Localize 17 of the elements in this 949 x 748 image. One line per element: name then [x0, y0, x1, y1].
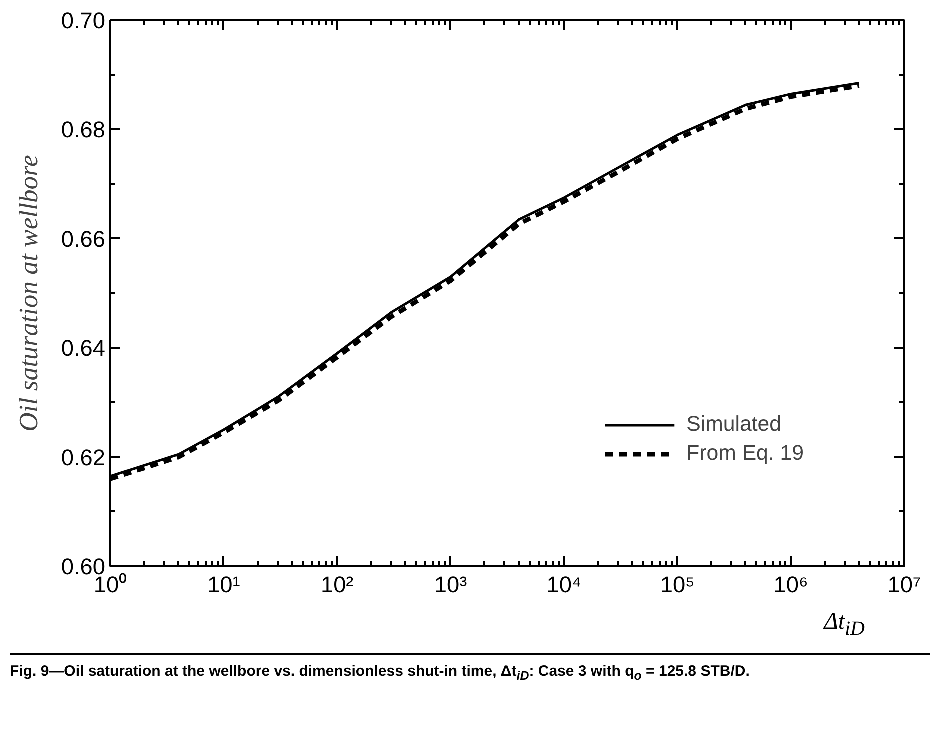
- x-tick-label: 10¹: [208, 572, 241, 598]
- x-tick-label: 10⁴: [546, 572, 582, 598]
- x-tick-label: 10⁷: [888, 572, 922, 598]
- x-tick-label: 10⁶: [774, 572, 808, 598]
- caption: Fig. 9—Oil saturation at the wellbore vs. dimensionless shut-in time, Δt$_{iD}$: Case 3 with q$_{o}$ = 125.8 STB/D.: [10, 662, 750, 686]
- y-tick-label: 0.70: [61, 8, 106, 34]
- y-tick-label: 0.62: [61, 444, 106, 470]
- x-tick-label: 10³: [434, 572, 468, 598]
- y-tick-label: 0.64: [61, 335, 106, 362]
- y-axis-title: Oil saturation at wellbore: [13, 154, 44, 432]
- y-tick-label: 0.66: [61, 226, 106, 252]
- legend-label: Simulated: [686, 412, 782, 437]
- y-tick-label: 0.68: [61, 116, 106, 143]
- x-axis-title: Δt$_{iD}$: [824, 609, 865, 640]
- legend-label: From Eq. 19: [686, 441, 804, 466]
- x-tick-label: 10²: [320, 572, 354, 598]
- x-tick-label: 10⁵: [660, 572, 695, 598]
